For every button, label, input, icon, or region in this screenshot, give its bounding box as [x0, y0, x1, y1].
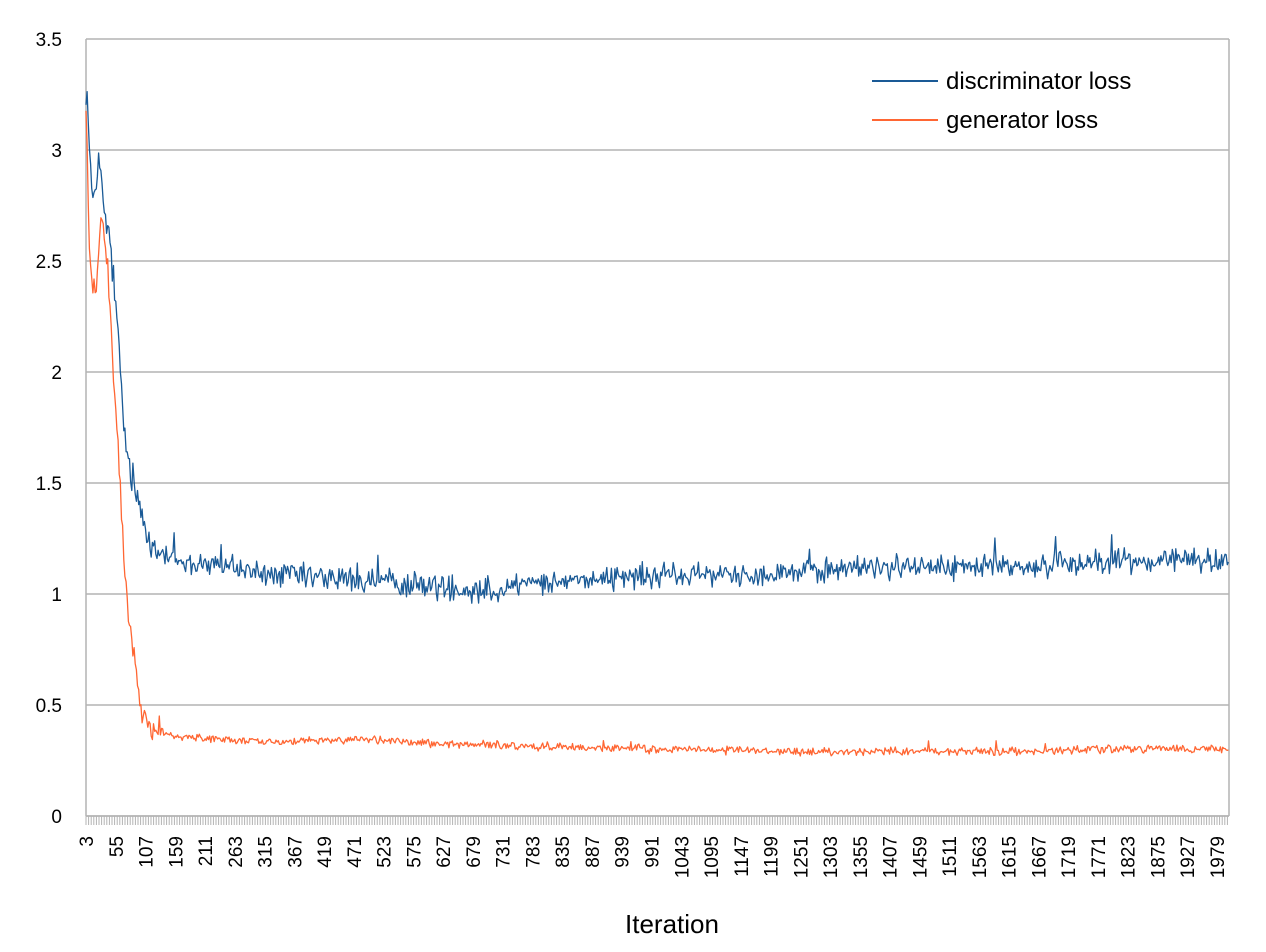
series-lines: [85, 91, 1230, 757]
x-tick-label: 1615: [1000, 836, 1021, 878]
x-tick-label: 887: [583, 836, 604, 868]
x-tick-label: 1251: [791, 836, 812, 878]
x-tick-label: 315: [256, 836, 277, 868]
x-tick-label: 731: [494, 836, 515, 868]
legend-label-discriminator-loss: discriminator loss: [946, 68, 1131, 95]
x-tick-label: 1875: [1148, 836, 1169, 878]
x-tick-label: 783: [523, 836, 544, 868]
y-tick-label: 3.5: [36, 30, 62, 51]
x-tick-label: 1667: [1029, 836, 1050, 878]
x-tick-label: 1979: [1208, 836, 1229, 878]
gridlines: [86, 38, 1229, 817]
y-tick-label: 0: [51, 807, 62, 828]
legend-label-generator-loss: generator loss: [946, 107, 1098, 134]
x-tick-label: 679: [464, 836, 485, 868]
x-tick-label: 471: [345, 836, 366, 868]
y-tick-label: 2.5: [36, 252, 62, 273]
x-tick-label: 1511: [940, 836, 961, 877]
x-tick-label: 159: [166, 836, 187, 868]
x-tick-label: 627: [434, 836, 455, 868]
y-tick-label: 3: [51, 141, 62, 162]
x-tick-labels: 3 55 107 159 211 263 315 367 419 471 523 575 627 679 7…: [77, 836, 1229, 878]
legend: discriminator loss generator loss: [872, 68, 1131, 134]
y-tick-labels: 0 0.5 1 1.5 2 2.5 3 3.5: [36, 30, 62, 828]
x-tick-label: 1459: [910, 836, 931, 878]
x-tick-label: 835: [553, 836, 574, 868]
x-tick-label: 263: [226, 836, 247, 868]
x-tick-label: 1563: [970, 836, 991, 878]
x-tick-label: 1095: [702, 836, 723, 878]
x-tick-label: 991: [642, 836, 663, 868]
x-tick-label: 211: [196, 836, 217, 866]
x-tick-label: 1303: [821, 836, 842, 878]
x-tick-label: 1043: [672, 836, 693, 878]
x-tick-label: 1355: [851, 836, 872, 878]
series-line-discriminator-loss: [85, 91, 1230, 604]
x-tick-label: 107: [137, 836, 158, 868]
y-tick-label: 1.5: [36, 474, 62, 495]
x-tick-label: 1719: [1059, 836, 1080, 878]
x-tick-label: 367: [285, 836, 306, 868]
x-tick-label: 1199: [762, 836, 783, 877]
x-tick-label: 1147: [732, 836, 753, 877]
x-tick-label: 1407: [881, 836, 902, 878]
axes: [85, 39, 1230, 825]
x-axis-title: Iteration: [625, 909, 719, 939]
y-tick-label: 0.5: [36, 696, 62, 717]
x-tick-label: 575: [404, 836, 425, 868]
series-line-generator-loss: [85, 110, 1229, 757]
x-tick-label: 1771: [1089, 836, 1110, 878]
x-tick-label: 1927: [1178, 836, 1199, 878]
x-tick-label: 1823: [1119, 836, 1140, 878]
x-tick-label: 939: [613, 836, 634, 868]
x-tick-label: 3: [77, 836, 98, 847]
x-tick-label: 523: [375, 836, 396, 868]
y-tick-label: 2: [51, 363, 62, 384]
x-tick-label: 55: [107, 836, 128, 857]
y-tick-label: 1: [51, 585, 62, 606]
x-tick-label: 419: [315, 836, 336, 868]
